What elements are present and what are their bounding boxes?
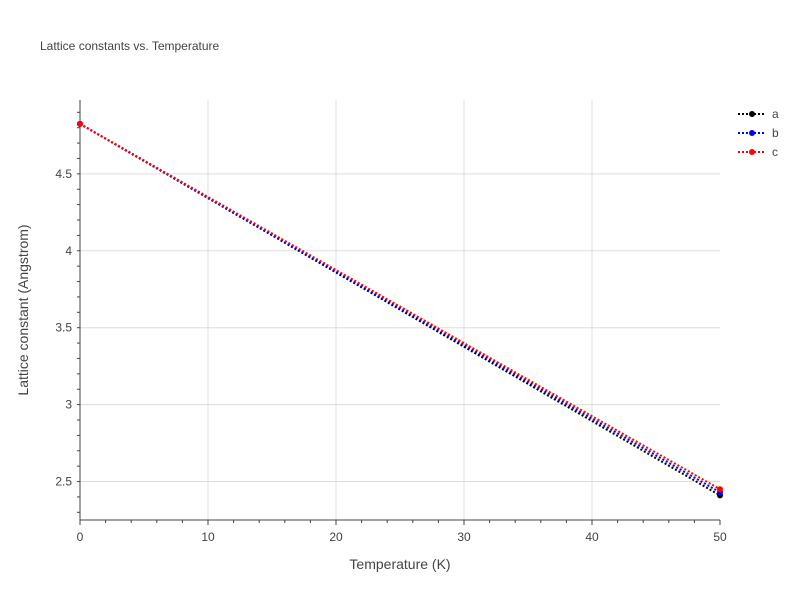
x-tick-label: 0 [77, 530, 84, 544]
y-tick-label: 4 [65, 244, 72, 258]
legend-label-b[interactable]: b [772, 126, 779, 140]
x-tick-label: 40 [585, 530, 599, 544]
x-axis-label: Temperature (K) [349, 556, 450, 572]
y-tick-label: 2.5 [55, 475, 72, 489]
legend-marker-b[interactable] [749, 130, 755, 136]
series-line-b [79, 122, 721, 494]
chart-title: Lattice constants vs. Temperature [40, 39, 220, 53]
x-tick-label: 10 [201, 530, 215, 544]
data-point-c [717, 486, 723, 493]
legend-marker-a[interactable] [749, 111, 755, 117]
series-line-a [79, 122, 721, 497]
legend-label-c[interactable]: c [772, 145, 778, 159]
x-tick-label: 50 [713, 530, 727, 544]
legend-label-a[interactable]: a [772, 107, 779, 121]
x-tick-label: 30 [457, 530, 471, 544]
series-line-c [79, 122, 721, 491]
x-tick-label: 20 [329, 530, 343, 544]
y-tick-label: 3 [65, 398, 72, 412]
legend-marker-c[interactable] [749, 149, 755, 155]
y-axis-label: Lattice constant (Angstrom) [15, 224, 31, 395]
y-tick-label: 4.5 [55, 167, 72, 181]
data-point-c [77, 120, 83, 127]
y-tick-label: 3.5 [55, 321, 72, 335]
